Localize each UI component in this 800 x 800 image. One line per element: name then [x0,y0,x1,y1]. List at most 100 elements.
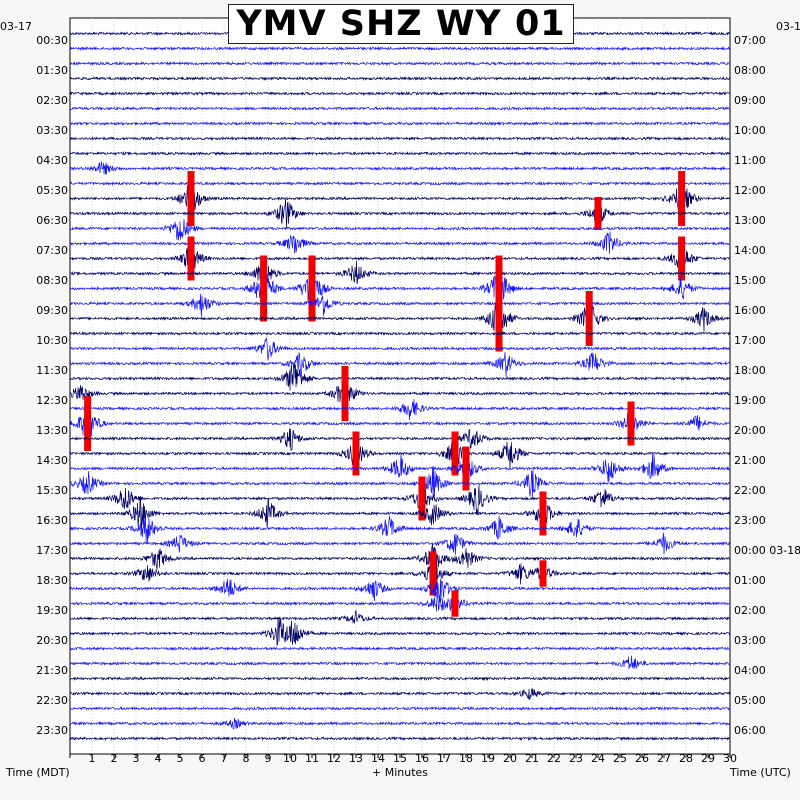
y-tick-label-right: 11:00 [734,154,766,167]
trace-row [69,295,731,334]
clipped-event [495,285,503,352]
clipped-event [84,396,92,451]
trace-row [69,496,731,531]
y-tick-label-right: 09:00 [734,94,766,107]
x-tick-label: 17 [437,752,451,765]
x-tick-label: 1 [88,752,96,765]
trace-row [69,592,731,612]
y-tick-label-left: 08:30 [36,274,68,287]
y-tick-label-left: 13:30 [36,424,68,437]
clipped-event [678,236,686,281]
date-left-label: 03-17 [0,20,32,33]
trace-row [69,705,731,712]
x-tick-label: 19 [481,752,495,765]
y-tick-label-right: 13:00 [734,214,766,227]
trace-row [69,242,731,269]
trace-row [69,399,731,421]
x-tick-label: 6 [198,752,206,765]
y-tick-label-right: 12:00 [734,184,766,197]
trace-row [69,617,731,646]
left-axis-label: Time (MDT) [6,766,70,779]
y-tick-label-left: 06:30 [36,214,68,227]
x-tick-label: 16 [415,752,429,765]
x-tick-label: 14 [371,752,385,765]
x-tick-label: 22 [547,752,561,765]
trace-row [69,362,731,391]
trace-row [69,609,731,624]
x-tick-label: 2 [110,752,118,765]
x-tick-label: 24 [591,752,605,765]
x-tick-label: 28 [679,752,693,765]
trace-row [69,75,731,81]
clipped-event [627,401,635,446]
trace-row [70,466,731,499]
trace-row [69,330,731,336]
trace-row [69,675,731,681]
clipped-event [539,560,547,587]
trace-row [69,231,731,254]
y-tick-label-left: 22:30 [36,694,68,707]
clipped-event [429,551,437,596]
trace-row [69,484,731,515]
trace-row [69,374,731,412]
y-tick-label-right: 02:00 [734,604,766,617]
y-tick-label-left: 09:30 [36,304,68,317]
y-tick-label-right: 10:00 [734,124,766,137]
y-tick-label-left: 10:30 [36,334,68,347]
x-tick-label: 21 [525,752,539,765]
trace-row [69,135,731,142]
trace-row [69,218,731,241]
clipped-event [187,236,195,281]
trace-row [69,735,731,741]
y-tick-label-right: 00:00 03-18 [734,544,800,557]
y-tick-label-right: 07:00 [734,34,766,47]
clipped-event [352,431,360,476]
y-tick-label-right: 17:00 [734,334,766,347]
trace-row [69,578,731,602]
trace-row [69,558,731,587]
trace-row [69,199,731,229]
trace-row [69,150,731,157]
clipped-event [451,590,459,617]
x-tick-label: 8 [242,752,250,765]
y-tick-label-left: 01:30 [36,64,68,77]
y-tick-label-right: 04:00 [734,664,766,677]
y-tick-label-right: 05:00 [734,694,766,707]
trace-row [69,120,731,127]
x-tick-label: 26 [635,752,649,765]
trace-row [69,351,731,378]
y-tick-label-right: 21:00 [734,454,766,467]
clipped-event [594,197,602,230]
y-tick-label-left: 17:30 [36,544,68,557]
y-tick-label-right: 06:00 [734,724,766,737]
clipped-event [418,476,426,521]
trace-row [69,45,731,52]
trace-row [69,655,731,670]
clipped-event [187,171,195,226]
y-tick-label-right: 18:00 [734,364,766,377]
trace-row [69,180,731,187]
x-tick-label: 9 [264,752,272,765]
y-tick-label-right: 14:00 [734,244,766,257]
y-tick-label-left: 23:30 [36,724,68,737]
date-right-label: 03-1 [776,20,800,33]
y-tick-label-right: 22:00 [734,484,766,497]
trace-row [69,688,730,700]
trace-row [69,428,731,451]
y-tick-label-right: 08:00 [734,64,766,77]
x-tick-label: 3 [132,752,140,765]
x-tick-label: 7 [220,752,228,765]
y-tick-label-left: 11:30 [36,364,68,377]
y-tick-label-left: 15:30 [36,484,68,497]
trace-row [69,178,731,218]
x-tick-label: 15 [393,752,407,765]
trace-row [69,717,731,730]
clipped-event [308,255,316,322]
x-tick-label: 10 [283,752,297,765]
x-tick-label: 4 [154,752,162,765]
trace-row [69,106,730,111]
y-tick-label-right: 23:00 [734,514,766,527]
x-tick-label: 12 [327,752,341,765]
y-tick-label-left: 20:30 [36,634,68,647]
